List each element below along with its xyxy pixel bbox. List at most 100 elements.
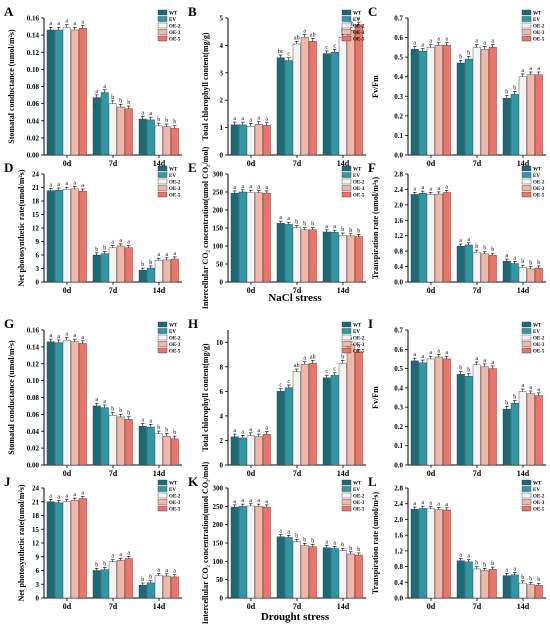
bar bbox=[488, 47, 497, 156]
significance-letter: c bbox=[287, 379, 290, 385]
bar bbox=[54, 342, 63, 466]
significance-letter: b bbox=[165, 118, 168, 124]
y-tick-label: 12 bbox=[32, 540, 40, 548]
y-tick-label: 3 bbox=[220, 69, 224, 77]
y-axis-label: Fv/Fm bbox=[371, 386, 380, 409]
x-tick-label: 0d bbox=[247, 602, 256, 611]
legend-label: WT bbox=[169, 168, 178, 173]
significance-letter: b bbox=[475, 561, 478, 567]
significance-letter: b bbox=[491, 561, 494, 567]
legend-label: OE-2 bbox=[533, 495, 545, 500]
y-tick-label: 300 bbox=[213, 171, 224, 179]
x-tick-label: 7d bbox=[293, 602, 302, 611]
y-axis-label: Transpiration rate (umol/m²s) bbox=[371, 177, 380, 280]
legend-swatch bbox=[341, 29, 352, 35]
bar bbox=[464, 561, 473, 599]
bar bbox=[292, 227, 301, 283]
x-tick-label: 7d bbox=[473, 469, 482, 478]
legend-label: OE-2 bbox=[169, 337, 181, 342]
legend-label: WT bbox=[353, 168, 362, 173]
significance-letter: a bbox=[265, 499, 268, 505]
bar bbox=[480, 253, 489, 283]
legend-label: WT bbox=[169, 324, 178, 329]
significance-letter: b bbox=[119, 408, 122, 414]
bar bbox=[162, 126, 171, 156]
y-tick-label: 6 bbox=[36, 252, 40, 260]
bar bbox=[62, 501, 71, 599]
y-axis-label: Transpiration rate (umol/m²s) bbox=[371, 492, 380, 595]
bar bbox=[434, 356, 443, 466]
significance-letter: b bbox=[157, 425, 160, 431]
significance-letter: a bbox=[429, 501, 432, 507]
legend-swatch bbox=[157, 172, 168, 178]
bar bbox=[472, 364, 481, 466]
significance-letter: a bbox=[287, 529, 290, 535]
significance-letter: b bbox=[475, 244, 478, 250]
bar bbox=[464, 244, 473, 283]
bar bbox=[62, 27, 71, 156]
bar bbox=[100, 253, 109, 283]
bar bbox=[108, 561, 117, 599]
significance-letter: b bbox=[341, 227, 344, 233]
significance-letter: a bbox=[65, 19, 68, 25]
legend-label: WT bbox=[533, 168, 542, 173]
bar bbox=[154, 125, 163, 156]
legend-label: EV bbox=[533, 174, 540, 179]
legend-swatch bbox=[157, 341, 168, 347]
bar bbox=[78, 498, 87, 599]
x-tick-label: 0d bbox=[427, 286, 436, 295]
legend-swatch bbox=[157, 16, 168, 22]
y-tick-label: 200 bbox=[213, 521, 224, 529]
significance-letter: a bbox=[65, 331, 68, 337]
legend-swatch bbox=[341, 505, 352, 512]
bar bbox=[108, 415, 117, 466]
significance-letter: b bbox=[157, 117, 160, 123]
legend-swatch bbox=[521, 178, 532, 185]
significance-letter: b bbox=[141, 262, 144, 268]
bar bbox=[146, 119, 155, 156]
legend-swatch bbox=[157, 347, 168, 354]
significance-letter: a bbox=[421, 185, 424, 191]
legend-swatch bbox=[341, 328, 352, 334]
significance-letter: a bbox=[149, 418, 152, 424]
legend-swatch bbox=[157, 492, 168, 499]
significance-letter: a bbox=[49, 21, 52, 27]
legend-swatch bbox=[157, 499, 168, 505]
y-tick-label: 250 bbox=[213, 189, 224, 197]
y-tick-label: 100 bbox=[213, 558, 224, 566]
legend-label: OE-5 bbox=[533, 38, 545, 43]
significance-letter: c bbox=[333, 367, 336, 373]
significance-letter: b bbox=[103, 561, 106, 567]
bar bbox=[338, 36, 347, 156]
bar bbox=[526, 74, 535, 156]
bar bbox=[472, 568, 481, 599]
significance-letter: a bbox=[287, 216, 290, 222]
x-tick-label: 7d bbox=[293, 286, 302, 295]
legend-label: OE-3 bbox=[533, 501, 545, 506]
significance-letter: a bbox=[111, 240, 114, 246]
significance-letter: a bbox=[437, 348, 440, 354]
significance-letter: b bbox=[311, 222, 314, 228]
y-tick-label: 2 bbox=[220, 97, 224, 105]
x-tick-label: 0d bbox=[63, 469, 72, 478]
legend-label: OE-2 bbox=[353, 337, 365, 342]
significance-letter: b bbox=[149, 575, 152, 581]
y-axis-label: Net photosynthetic rate(umol/m²s) bbox=[17, 169, 26, 286]
bar bbox=[116, 560, 125, 599]
bar bbox=[162, 259, 171, 283]
legend-label: OE-3 bbox=[533, 187, 545, 192]
legend-swatch bbox=[341, 486, 352, 492]
y-tick-label: 0 bbox=[220, 279, 224, 287]
bar bbox=[246, 126, 255, 156]
significance-letter: b bbox=[149, 260, 152, 266]
y-tick-label: 50 bbox=[216, 576, 224, 584]
x-tick-label: 0d bbox=[427, 469, 436, 478]
significance-letter: bc bbox=[278, 49, 284, 55]
bar bbox=[238, 191, 247, 283]
significance-letter: b bbox=[295, 533, 298, 539]
bar bbox=[276, 391, 285, 466]
significance-letter: a bbox=[49, 494, 52, 500]
bar bbox=[170, 258, 179, 283]
bar bbox=[488, 255, 497, 283]
significance-letter: b bbox=[173, 120, 176, 126]
